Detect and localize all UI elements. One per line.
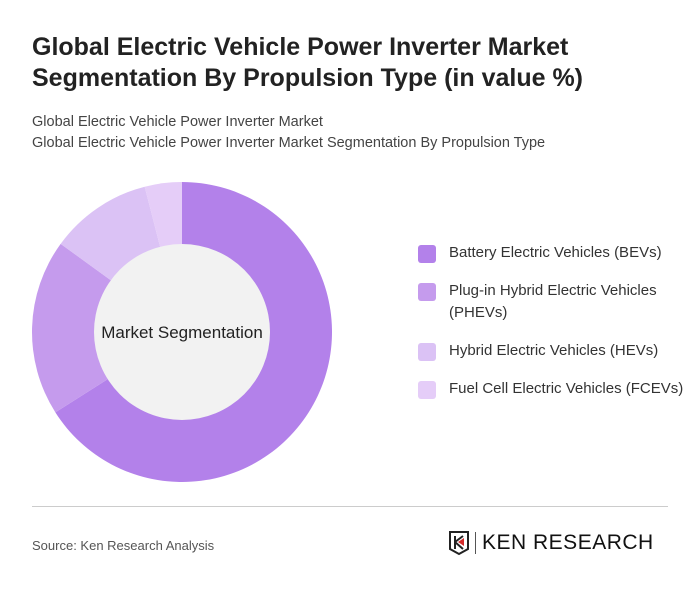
legend-item: Plug-in Hybrid Electric Vehicles (PHEVs) <box>418 280 688 324</box>
legend-label: Battery Electric Vehicles (BEVs) <box>449 244 662 261</box>
logo-shield-icon <box>449 531 469 556</box>
legend-swatch <box>418 381 436 399</box>
donut-hole <box>94 244 270 420</box>
legend: Battery Electric Vehicles (BEVs) Plug-in … <box>418 242 688 416</box>
legend-label: Fuel Cell Electric Vehicles (FCEVs) <box>449 380 684 397</box>
legend-swatch <box>418 245 436 263</box>
legend-item: Fuel Cell Electric Vehicles (FCEVs) <box>418 378 688 400</box>
source-note: Source: Ken Research Analysis <box>32 538 215 553</box>
ken-research-logo: KEN RESEARCH <box>448 530 654 556</box>
legend-item: Battery Electric Vehicles (BEVs) <box>418 242 688 264</box>
page-title: Global Electric Vehicle Power Inverter M… <box>32 33 584 92</box>
center-label: Market Segmentation <box>101 323 263 342</box>
subtitle-1: Global Electric Vehicle Power Inverter M… <box>32 114 323 130</box>
logo-text: KEN RESEARCH <box>482 531 654 554</box>
legend-swatch <box>418 343 436 361</box>
divider <box>32 506 668 507</box>
subtitle-2: Global Electric Vehicle Power Inverter M… <box>32 135 546 151</box>
legend-swatch <box>418 283 436 301</box>
legend-item: Hybrid Electric Vehicles (HEVs) <box>418 340 688 362</box>
donut-chart: Market Segmentation <box>32 182 333 482</box>
legend-label: Plug-in Hybrid Electric Vehicles (PHEVs) <box>449 282 657 321</box>
legend-label: Hybrid Electric Vehicles (HEVs) <box>449 342 659 359</box>
